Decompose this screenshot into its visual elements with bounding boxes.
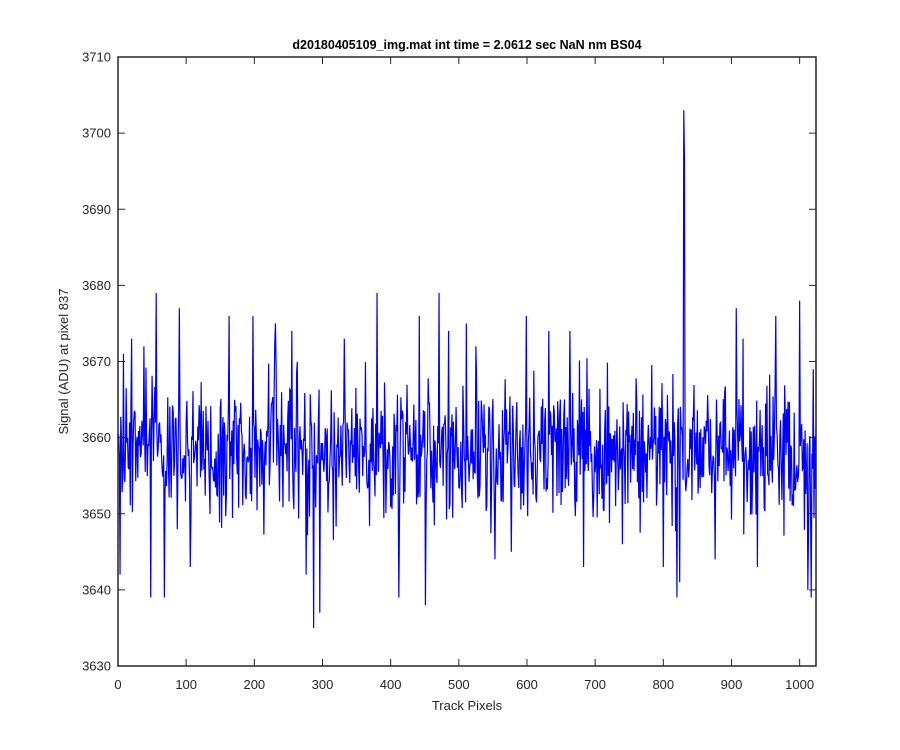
y-tick-label: 3700 — [82, 126, 111, 141]
signal-series-line — [118, 110, 817, 628]
y-tick-label: 3650 — [82, 506, 111, 521]
x-tick-label: 400 — [380, 677, 402, 692]
chart-title: d20180405109_img.mat int time = 2.0612 s… — [292, 38, 641, 52]
y-tick-label: 3630 — [82, 659, 111, 674]
ticks-layer: 0 100 200 300 400 500 600 700 800 900 1000 3630 3640… — [82, 50, 816, 692]
y-tick-label: 3690 — [82, 202, 111, 217]
x-tick-label: 300 — [312, 677, 334, 692]
x-tick-label: 900 — [721, 677, 743, 692]
y-axis-label: Signal (ADU) at pixel 837 — [56, 289, 71, 435]
y-tick-label: 3670 — [82, 354, 111, 369]
y-tick-label: 3680 — [82, 278, 111, 293]
x-tick-label: 700 — [584, 677, 606, 692]
x-tick-label: 0 — [114, 677, 121, 692]
y-tick-label: 3640 — [82, 582, 111, 597]
x-tick-label: 200 — [243, 677, 265, 692]
x-tick-label: 800 — [652, 677, 674, 692]
x-tick-label: 100 — [175, 677, 197, 692]
x-tick-label: 500 — [448, 677, 470, 692]
x-tick-label: 1000 — [785, 677, 814, 692]
x-axis-label: Track Pixels — [432, 698, 503, 713]
y-tick-label: 3660 — [82, 430, 111, 445]
series-layer — [118, 110, 817, 628]
x-tick-label: 600 — [516, 677, 538, 692]
y-tick-label: 3710 — [82, 50, 111, 65]
